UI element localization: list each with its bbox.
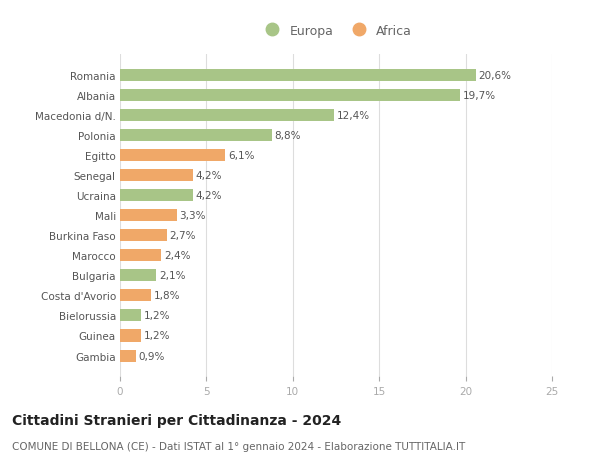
Bar bbox=[120, 130, 272, 142]
Bar bbox=[120, 350, 136, 362]
Bar bbox=[120, 150, 226, 162]
Text: 2,1%: 2,1% bbox=[159, 271, 185, 281]
Text: 1,8%: 1,8% bbox=[154, 291, 180, 301]
Text: 1,2%: 1,2% bbox=[143, 311, 170, 321]
Text: 12,4%: 12,4% bbox=[337, 111, 370, 121]
Text: 6,1%: 6,1% bbox=[228, 151, 254, 161]
Text: 2,4%: 2,4% bbox=[164, 251, 191, 261]
Bar bbox=[120, 210, 177, 222]
Bar bbox=[120, 310, 141, 322]
Bar bbox=[120, 290, 151, 302]
Text: COMUNE DI BELLONA (CE) - Dati ISTAT al 1° gennaio 2024 - Elaborazione TUTTITALIA: COMUNE DI BELLONA (CE) - Dati ISTAT al 1… bbox=[12, 441, 465, 451]
Text: 0,9%: 0,9% bbox=[138, 351, 164, 361]
Bar bbox=[120, 230, 167, 242]
Text: 4,2%: 4,2% bbox=[195, 171, 221, 181]
Text: 2,7%: 2,7% bbox=[169, 231, 196, 241]
Text: 4,2%: 4,2% bbox=[195, 191, 221, 201]
Legend: Europa, Africa: Europa, Africa bbox=[255, 20, 417, 43]
Bar bbox=[120, 170, 193, 182]
Text: 3,3%: 3,3% bbox=[179, 211, 206, 221]
Bar bbox=[120, 70, 476, 82]
Bar bbox=[120, 110, 334, 122]
Bar bbox=[120, 190, 193, 202]
Bar bbox=[120, 330, 141, 342]
Text: 8,8%: 8,8% bbox=[275, 131, 301, 141]
Bar bbox=[120, 90, 460, 102]
Text: 19,7%: 19,7% bbox=[463, 91, 496, 101]
Text: Cittadini Stranieri per Cittadinanza - 2024: Cittadini Stranieri per Cittadinanza - 2… bbox=[12, 413, 341, 427]
Text: 20,6%: 20,6% bbox=[479, 71, 512, 81]
Bar bbox=[120, 250, 161, 262]
Text: 1,2%: 1,2% bbox=[143, 331, 170, 341]
Bar bbox=[120, 270, 156, 282]
